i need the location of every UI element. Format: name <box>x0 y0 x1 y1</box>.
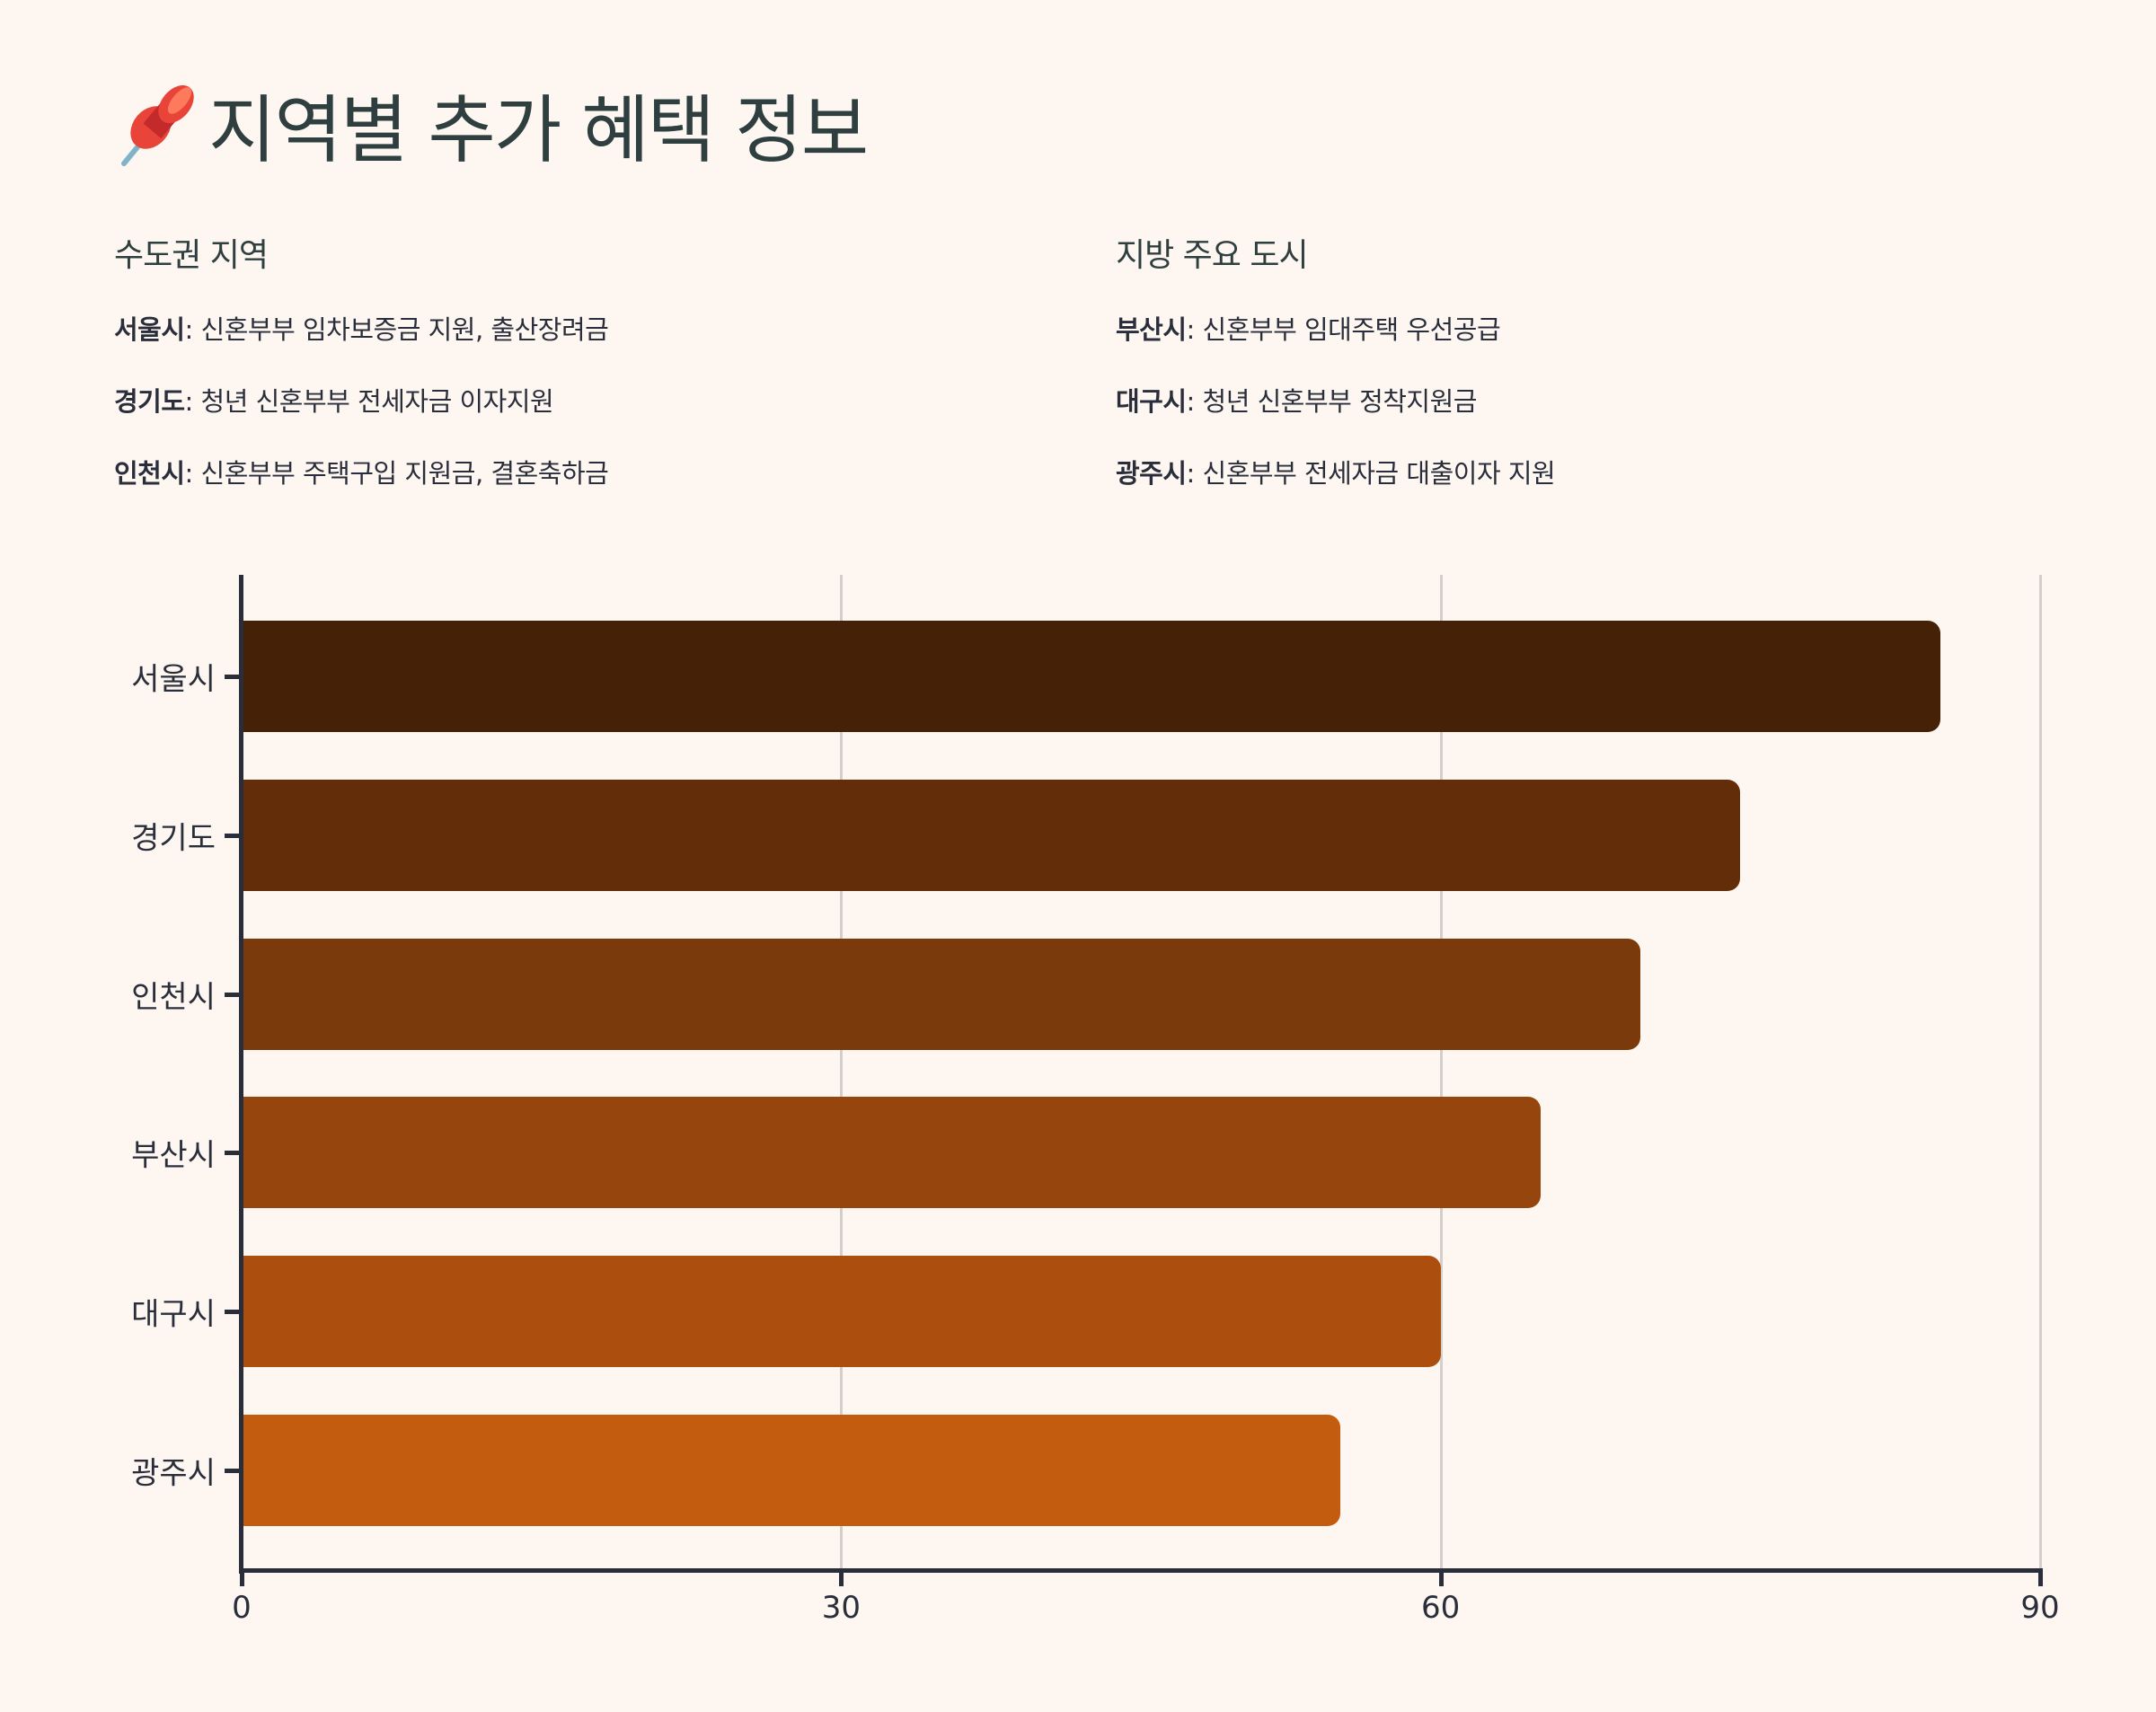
benefit-item: 대구시: 청년 신혼부부 정착지원금 <box>1116 375 1555 428</box>
y-tick <box>225 1469 239 1473</box>
separator: : <box>184 458 201 489</box>
pushpin-icon <box>121 84 194 166</box>
y-axis-line <box>239 575 243 1574</box>
y-tick <box>225 1151 239 1156</box>
separator: : <box>184 314 201 345</box>
benefit-item: 광주시: 신혼부부 전세자금 대출이자 지원 <box>1116 446 1556 500</box>
region-name: 인천시 <box>114 458 185 489</box>
section-heading: 지방 주요 도시 <box>1116 237 1309 274</box>
region-name: 대구시 <box>1116 386 1187 417</box>
x-tick <box>240 1568 244 1586</box>
benefit-text: 신혼부부 전세자금 대출이자 지원 <box>1202 458 1556 489</box>
separator: : <box>1186 386 1203 417</box>
benefit-item: 인천시: 신혼부부 주택구입 지원금, 결혼축하금 <box>114 446 609 500</box>
benefit-item: 부산시: 신혼부부 임대주택 우선공급 <box>1116 303 1555 357</box>
y-tick-label: 부산시 <box>131 1137 216 1174</box>
y-tick <box>225 833 239 838</box>
bar-4 <box>243 1097 1541 1209</box>
y-tick <box>225 675 239 679</box>
bar-5 <box>243 1256 1441 1368</box>
gridline <box>1439 575 1443 1571</box>
benefit-item: 서울시: 신혼부부 임차보증금 지원, 출산장려금 <box>114 303 609 357</box>
benefit-item: 경기도: 청년 신혼부부 전세자금 이자지원 <box>114 375 608 428</box>
x-tick-label: 60 <box>1421 1590 1461 1626</box>
benefit-text: 청년 신혼부부 정착지원금 <box>1202 386 1478 417</box>
section-major-cities: 지방 주요 도시 부산시: 신혼부부 임대주택 우선공급 대구시: 청년 신혼부… <box>1116 229 1556 500</box>
x-axis-line <box>239 1568 2042 1573</box>
region-name: 경기도 <box>114 386 185 417</box>
region-name: 부산시 <box>1116 314 1187 345</box>
y-tick-label: 서울시 <box>131 661 216 698</box>
separator: : <box>1186 314 1203 345</box>
benefit-text: 신혼부부 주택구입 지원금, 결혼축하금 <box>200 458 609 489</box>
region-name: 광주시 <box>1116 458 1187 489</box>
x-tick <box>1438 1568 1444 1586</box>
x-tick <box>2038 1568 2043 1586</box>
bar-6 <box>243 1415 1341 1526</box>
y-tick <box>225 1310 239 1315</box>
x-tick-label: 30 <box>821 1590 861 1626</box>
section-capital-region: 수도권 지역 서울시: 신혼부부 임차보증금 지원, 출산장려금 경기도: 청년… <box>114 229 609 500</box>
bar-2 <box>243 779 1741 891</box>
y-tick-label: 대구시 <box>131 1296 216 1333</box>
page-title-text: 지역별 추가 혜택 정보 <box>208 88 869 173</box>
separator: : <box>184 386 201 417</box>
benefit-text: 신혼부부 임대주택 우선공급 <box>1202 314 1501 345</box>
page-title: 지역별 추가 혜택 정보 <box>115 70 869 177</box>
y-tick-label: 인천시 <box>131 979 216 1016</box>
bar-3 <box>243 938 1641 1050</box>
x-tick-label: 0 <box>232 1590 252 1626</box>
section-heading: 수도권 지역 <box>114 237 269 274</box>
y-tick-label: 광주시 <box>131 1455 216 1492</box>
y-tick-label: 경기도 <box>131 820 216 857</box>
gridline <box>2039 575 2042 1571</box>
gridline <box>840 575 844 1571</box>
benefit-text: 신혼부부 임차보증금 지원, 출산장려금 <box>200 314 609 345</box>
separator: : <box>1186 458 1203 489</box>
y-tick <box>225 992 239 997</box>
bar-1 <box>243 621 1940 732</box>
x-tick <box>839 1568 844 1586</box>
x-tick-label: 90 <box>2020 1590 2060 1626</box>
benefit-text: 청년 신혼부부 전세자금 이자지원 <box>200 386 554 417</box>
region-name: 서울시 <box>114 314 185 345</box>
